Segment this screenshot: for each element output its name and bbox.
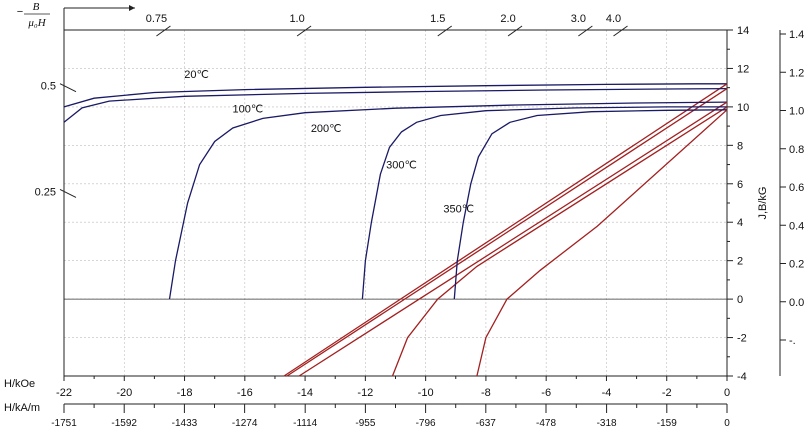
permeance-tick-top xyxy=(578,25,593,37)
x-tick-label: -18 xyxy=(177,387,193,399)
permeance-tick-top-label: 3.0 xyxy=(571,13,586,25)
permeance-tick-top-label: 1.5 xyxy=(430,13,445,25)
J-curve-300℃ xyxy=(361,106,727,300)
B-curve-20℃ xyxy=(283,83,728,377)
series-label: 300℃ xyxy=(386,159,417,171)
right-tesla-tick-label: 0.4 xyxy=(789,220,804,232)
B-curve-350℃ xyxy=(476,109,728,377)
B-curve-300℃ xyxy=(391,106,728,377)
series xyxy=(63,83,728,377)
plot-frame xyxy=(63,29,728,377)
axes xyxy=(63,29,786,413)
x2-tick-label: -955 xyxy=(355,418,375,429)
x-tick-label: -22 xyxy=(56,387,72,399)
series-labels: 20℃ 100℃ 200℃ 300℃ 350℃ xyxy=(184,69,474,216)
permeance-tick-top-label: 0.75 xyxy=(146,13,167,25)
x2-tick-label: -1274 xyxy=(232,418,258,429)
y-tick-label: 4 xyxy=(737,217,743,229)
permeance-tick-top xyxy=(507,25,523,37)
x2-tick-label: -637 xyxy=(476,418,496,429)
x-tick-label: -4 xyxy=(602,387,612,399)
x-axis-label: H/kOe xyxy=(4,378,35,390)
right-tesla-tick-label: -. xyxy=(789,335,796,347)
permeance-tick-left xyxy=(59,188,77,198)
permeance-tick-top xyxy=(437,25,453,37)
y-tick-label: 14 xyxy=(737,25,749,37)
x-tick-label: -20 xyxy=(116,387,132,399)
x2-tick-label: -1433 xyxy=(172,418,198,429)
J-curve-100℃ xyxy=(63,87,728,123)
x-tick-label: -8 xyxy=(481,387,491,399)
x2-tick-label: -159 xyxy=(657,418,677,429)
series-label: 100℃ xyxy=(232,104,263,116)
x2-tick-label: -1592 xyxy=(111,418,137,429)
y-tick-label: -2 xyxy=(737,333,747,345)
permeance-tick-top xyxy=(296,25,312,37)
permeance-tick-left-label: 0.5 xyxy=(41,81,56,93)
right-tesla-tick-label: 1.2 xyxy=(789,67,804,79)
y-tick-label: 2 xyxy=(737,256,743,268)
x2-tick-label: -1114 xyxy=(293,418,318,429)
permeance-tick-top xyxy=(613,25,628,37)
y-axis-label: J,B/kG xyxy=(757,186,769,219)
x-tick-label: 0 xyxy=(724,387,730,399)
y-tick-label: 0 xyxy=(737,294,743,306)
series-label: 200℃ xyxy=(311,123,342,135)
permeance-tick-top-label: 2.0 xyxy=(500,13,515,25)
x-tick-label: -12 xyxy=(357,387,373,399)
y-tick-label: 8 xyxy=(737,140,743,152)
x2-tick-label: 0 xyxy=(724,418,730,429)
permeance-label-minus: − xyxy=(17,6,23,18)
series-label: 20℃ xyxy=(184,69,209,81)
x-tick-label: -2 xyxy=(662,387,672,399)
B-curve-100℃ xyxy=(286,88,728,377)
right-tesla-tick-label: 0.6 xyxy=(789,182,804,194)
x2-axis-label: H/kA/m xyxy=(4,402,40,414)
permeance-label-denominator: μ₀H xyxy=(27,17,46,29)
x-tick-label: -16 xyxy=(237,387,253,399)
x2-tick-label: -478 xyxy=(536,418,556,429)
permeance-scale xyxy=(24,5,628,198)
x2-tick-label: -1751 xyxy=(51,418,77,429)
x-tick-label: -10 xyxy=(418,387,434,399)
J-curve-200℃ xyxy=(168,101,728,300)
right-tesla-tick-label: 0.8 xyxy=(789,144,804,156)
permeance-tick-top xyxy=(156,25,171,37)
x2-tick-label: -318 xyxy=(597,418,617,429)
B-curve-200℃ xyxy=(298,101,728,377)
J-curve-350℃ xyxy=(453,109,728,300)
series-label: 350℃ xyxy=(443,204,474,216)
y-tick-label: 12 xyxy=(737,63,749,75)
permeance-tick-top-label: 4.0 xyxy=(606,13,621,25)
permeance-tick-left-label: 0.25 xyxy=(35,186,56,198)
J-curve-20℃ xyxy=(63,83,727,108)
x-tick-label: -6 xyxy=(541,387,551,399)
right-tesla-tick-label: 1.4 xyxy=(789,29,804,41)
y-tick-label: 6 xyxy=(737,179,743,191)
axis-text: -4-202468101214J,B/kG1.41.21.00.80.60.40… xyxy=(4,1,804,429)
right-tesla-tick-label: 0.0 xyxy=(789,297,804,309)
right-tesla-tick-label: 0.2 xyxy=(789,259,804,271)
permeance-axis-arrowhead xyxy=(129,5,135,11)
y-tick-label: -4 xyxy=(737,371,747,383)
x-tick-label: -14 xyxy=(297,387,313,399)
x2-tick-label: -796 xyxy=(416,418,436,429)
y-tick-label: 10 xyxy=(737,102,749,114)
right-tesla-tick-label: 1.0 xyxy=(789,106,804,118)
permeance-label-numerator: B xyxy=(33,1,40,13)
grid xyxy=(63,29,728,377)
permeance-tick-top-label: 1.0 xyxy=(289,13,304,25)
permeance-tick-left xyxy=(59,83,77,93)
